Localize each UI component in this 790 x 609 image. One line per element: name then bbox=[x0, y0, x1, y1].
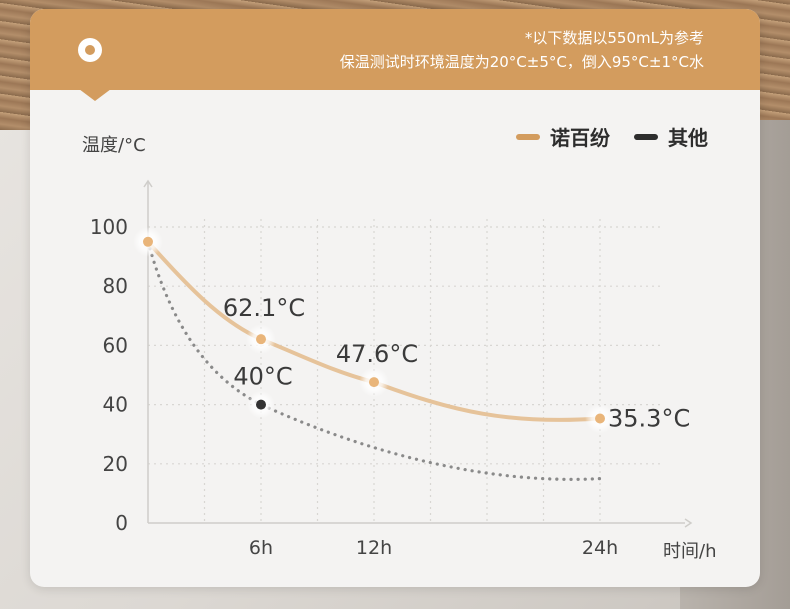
legend-item-series-1: 诺百纷 bbox=[516, 122, 610, 151]
y-tick-label-4: 80 bbox=[103, 274, 128, 298]
data-label-other-1: 40°C bbox=[233, 363, 292, 391]
legend-swatch-series-1 bbox=[516, 133, 540, 140]
marker-nuobaifen-3 bbox=[595, 413, 605, 424]
marker-nuobaifen-0 bbox=[143, 236, 153, 247]
x-tick-label-0: 6h bbox=[249, 537, 273, 559]
chart-card: *以下数据以550mL为参考 保温测试时环境温度为20°C±5°C，倒入95°C… bbox=[30, 9, 760, 587]
ring-icon bbox=[78, 38, 102, 62]
y-tick-label-3: 60 bbox=[103, 333, 128, 357]
y-tick-label-1: 20 bbox=[103, 452, 128, 476]
marker-other-1 bbox=[256, 399, 266, 410]
data-label-nuobaifen-3: 35.3°C bbox=[608, 405, 690, 433]
test-note-line2: 保温测试时环境温度为20°C±5°C，倒入95°C±1°C水 bbox=[339, 53, 704, 71]
card-header bbox=[30, 9, 760, 90]
marker-nuobaifen-1 bbox=[256, 334, 266, 345]
data-label-nuobaifen-1: 62.1°C bbox=[223, 294, 305, 322]
y-tick-label-2: 40 bbox=[103, 393, 128, 417]
legend-item-series-2: 其他 bbox=[634, 122, 708, 151]
test-note-line1: *以下数据以550mL为参考 bbox=[524, 29, 704, 47]
data-label-nuobaifen-2: 47.6°C bbox=[336, 340, 418, 368]
legend-swatch-series-2 bbox=[634, 133, 658, 140]
x-tick-label-1: 12h bbox=[356, 537, 392, 559]
y-axis-title: 温度/°C bbox=[82, 135, 146, 156]
legend-label-series-2: 其他 bbox=[668, 126, 708, 150]
x-axis-arrow bbox=[684, 518, 693, 528]
legend-label-series-1: 诺百纷 bbox=[550, 126, 610, 150]
marker-nuobaifen-2 bbox=[369, 377, 379, 388]
x-axis-title: 时间/h bbox=[663, 541, 716, 562]
x-tick-label-2: 24h bbox=[582, 537, 618, 559]
y-tick-label-5: 100 bbox=[90, 215, 128, 239]
temperature-chart: 温度/°C 时间/h 0 20 40 60 80 100 6h 12h 24h 62.1°C 47.… bbox=[82, 135, 716, 562]
y-tick-label-0: 0 bbox=[115, 511, 128, 535]
y-axis-arrow bbox=[143, 179, 153, 188]
series-line-nuobaifen bbox=[146, 239, 602, 422]
header-pointer bbox=[79, 89, 111, 101]
chart-legend: 诺百纷 其他 bbox=[516, 122, 708, 151]
